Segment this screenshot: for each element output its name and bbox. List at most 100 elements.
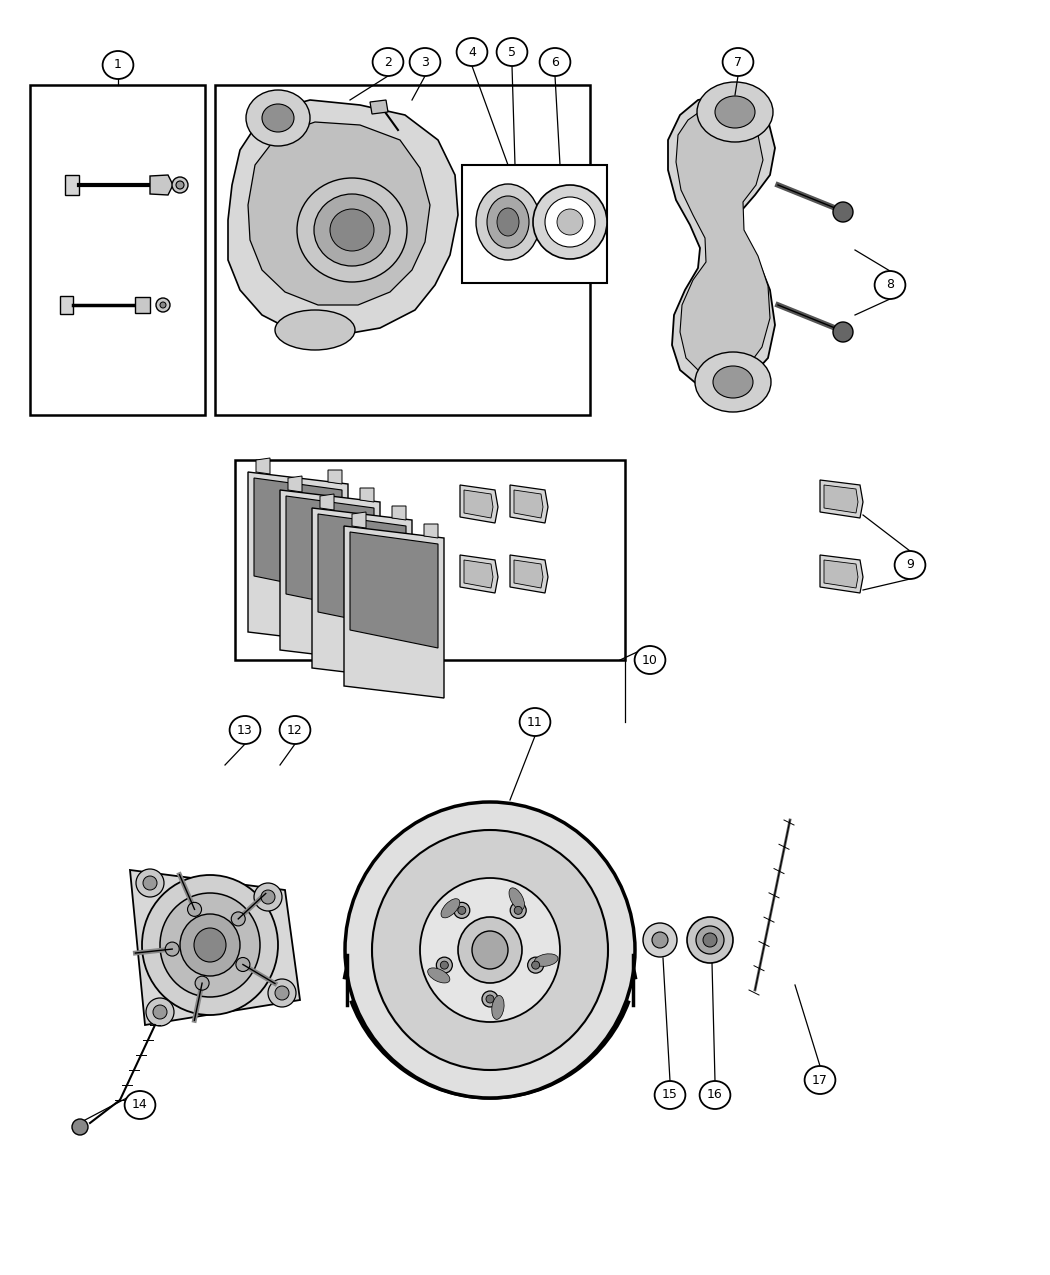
Ellipse shape [279, 717, 311, 745]
Ellipse shape [497, 38, 527, 66]
Circle shape [458, 907, 466, 914]
Ellipse shape [275, 310, 355, 351]
Ellipse shape [373, 48, 403, 76]
Ellipse shape [895, 551, 925, 579]
Ellipse shape [472, 931, 508, 969]
Circle shape [440, 961, 448, 969]
Ellipse shape [476, 184, 540, 260]
Circle shape [172, 177, 188, 193]
Text: 4: 4 [468, 46, 476, 59]
Bar [215, 85, 590, 414]
Circle shape [833, 201, 853, 222]
Ellipse shape [143, 876, 158, 890]
Circle shape [236, 958, 250, 972]
Ellipse shape [125, 1091, 155, 1119]
Ellipse shape [520, 708, 550, 736]
Polygon shape [328, 470, 342, 484]
Polygon shape [820, 479, 863, 518]
Polygon shape [510, 555, 548, 593]
Text: 3: 3 [421, 56, 429, 69]
Circle shape [514, 907, 522, 914]
Ellipse shape [487, 196, 529, 249]
Ellipse shape [545, 198, 595, 247]
Ellipse shape [652, 932, 668, 949]
Polygon shape [464, 560, 494, 588]
Text: 9: 9 [906, 558, 914, 571]
Text: 6: 6 [551, 56, 559, 69]
Text: 7: 7 [734, 56, 742, 69]
Ellipse shape [687, 917, 733, 963]
Ellipse shape [697, 82, 773, 142]
Polygon shape [676, 106, 770, 377]
Polygon shape [288, 476, 302, 492]
Circle shape [176, 181, 184, 189]
Polygon shape [280, 490, 380, 662]
Ellipse shape [654, 1081, 686, 1109]
Ellipse shape [556, 209, 583, 235]
Text: 8: 8 [886, 278, 894, 292]
Circle shape [528, 958, 544, 973]
Polygon shape [344, 527, 444, 697]
Ellipse shape [275, 986, 289, 1000]
Ellipse shape [194, 928, 226, 963]
Ellipse shape [314, 194, 390, 266]
Ellipse shape [254, 884, 282, 912]
Polygon shape [254, 478, 342, 594]
Polygon shape [424, 524, 438, 538]
Ellipse shape [540, 48, 570, 76]
Circle shape [437, 958, 453, 973]
Circle shape [531, 961, 540, 969]
Ellipse shape [696, 926, 724, 954]
Polygon shape [135, 297, 150, 312]
Polygon shape [286, 496, 374, 612]
Ellipse shape [722, 48, 754, 76]
Bar [462, 164, 607, 283]
Bar [235, 460, 625, 660]
Ellipse shape [160, 892, 260, 997]
Ellipse shape [410, 48, 440, 76]
Ellipse shape [533, 185, 607, 259]
Text: 15: 15 [663, 1089, 678, 1102]
Ellipse shape [699, 1081, 731, 1109]
Polygon shape [350, 532, 438, 648]
Circle shape [188, 903, 202, 917]
Polygon shape [256, 458, 270, 474]
Polygon shape [460, 484, 498, 523]
Polygon shape [360, 488, 374, 502]
Circle shape [833, 323, 853, 342]
Circle shape [156, 298, 170, 312]
Polygon shape [65, 175, 79, 195]
Circle shape [454, 903, 469, 918]
Ellipse shape [509, 887, 525, 910]
Polygon shape [370, 99, 388, 113]
Polygon shape [464, 490, 494, 518]
Ellipse shape [372, 830, 608, 1070]
Ellipse shape [704, 933, 717, 947]
Circle shape [486, 994, 494, 1003]
Polygon shape [352, 513, 366, 528]
Ellipse shape [268, 979, 296, 1007]
Polygon shape [668, 96, 775, 390]
Polygon shape [824, 484, 858, 513]
Text: 16: 16 [707, 1089, 722, 1102]
Ellipse shape [497, 208, 519, 236]
Polygon shape [460, 555, 498, 593]
Text: 14: 14 [132, 1099, 148, 1112]
Text: 17: 17 [812, 1074, 828, 1086]
Ellipse shape [695, 352, 771, 412]
Polygon shape [312, 507, 412, 680]
Ellipse shape [297, 179, 407, 282]
Text: 2: 2 [384, 56, 392, 69]
Ellipse shape [142, 875, 278, 1015]
Ellipse shape [441, 899, 460, 918]
Polygon shape [60, 296, 74, 314]
Polygon shape [820, 555, 863, 593]
Polygon shape [824, 560, 858, 588]
Ellipse shape [875, 272, 905, 300]
Circle shape [510, 903, 526, 918]
Circle shape [482, 991, 498, 1007]
Ellipse shape [713, 366, 753, 398]
Polygon shape [514, 490, 543, 518]
Ellipse shape [261, 890, 275, 904]
Ellipse shape [136, 870, 164, 898]
